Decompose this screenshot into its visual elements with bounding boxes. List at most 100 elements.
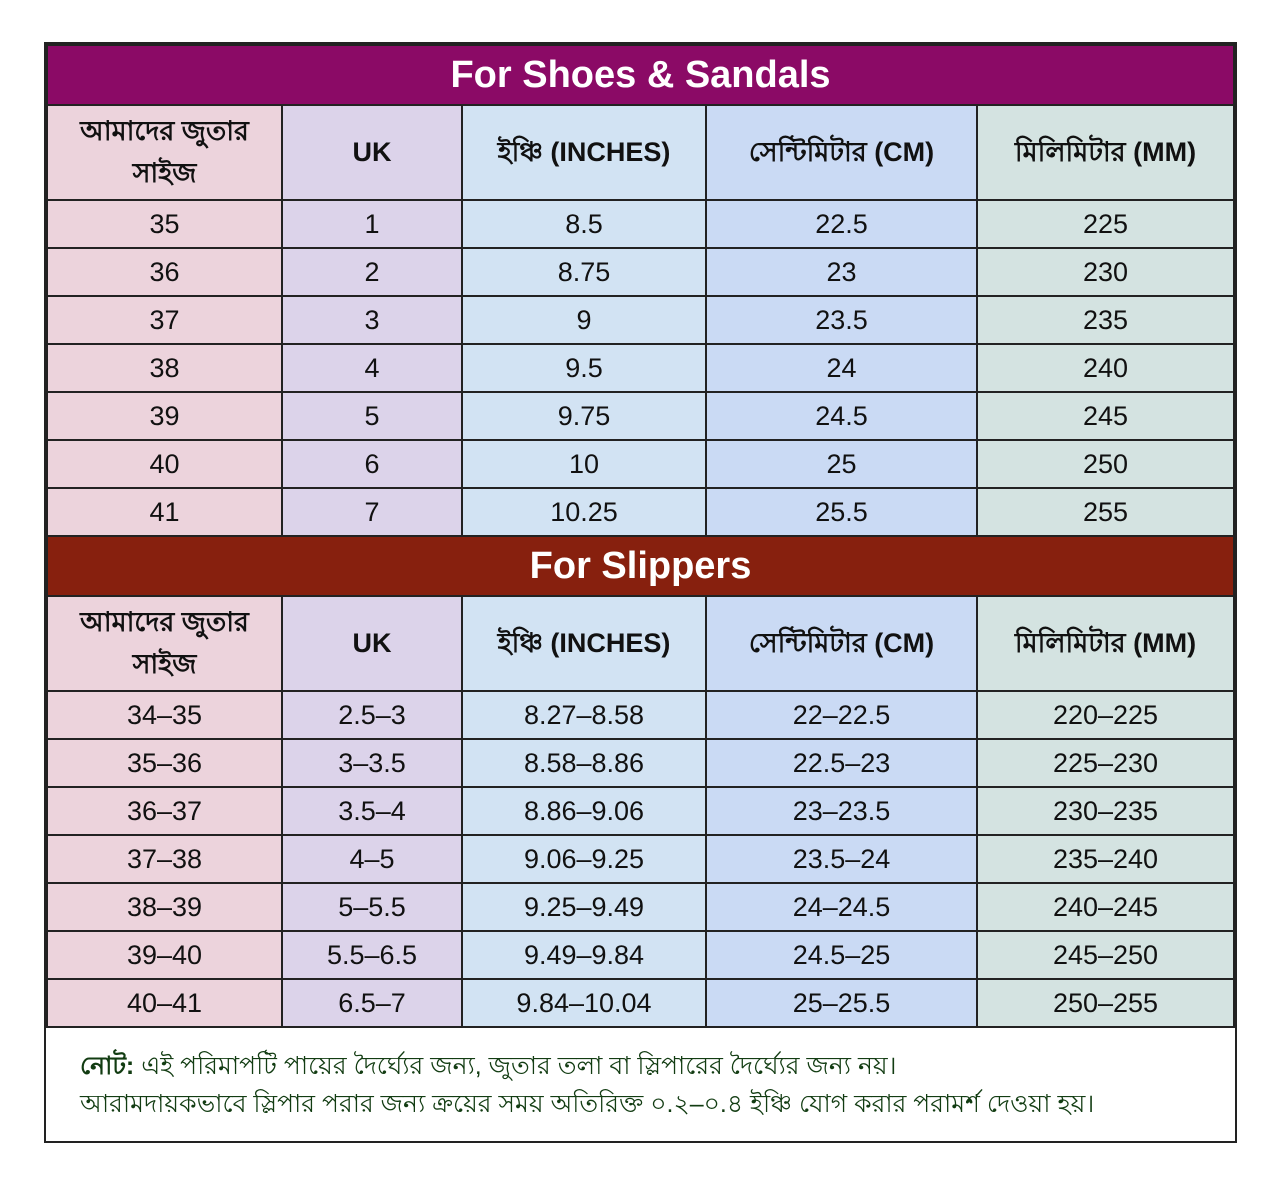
- table-cell: 2.5–3: [281, 690, 463, 740]
- table-cell: 10.25: [461, 487, 707, 537]
- shoes-title: For Shoes & Sandals: [46, 44, 1235, 106]
- table-row: 38 4 9.5 24 240: [46, 343, 1235, 393]
- table-cell: 37: [46, 295, 283, 345]
- slippers-title: For Slippers: [46, 535, 1235, 597]
- table-cell: 9.06–9.25: [461, 834, 707, 884]
- table-cell: 8.27–8.58: [461, 690, 707, 740]
- table-cell: 36–37: [46, 786, 283, 836]
- table-cell: 5–5.5: [281, 882, 463, 932]
- table-cell: 245: [976, 391, 1235, 441]
- table-cell: 25.5: [705, 487, 978, 537]
- table-cell: 36: [46, 247, 283, 297]
- table-cell: 240–245: [976, 882, 1235, 932]
- table-cell: 9: [461, 295, 707, 345]
- table-cell: 6.5–7: [281, 978, 463, 1028]
- table-cell: 2: [281, 247, 463, 297]
- table-cell: 9.75: [461, 391, 707, 441]
- table-cell: 9.5: [461, 343, 707, 393]
- table-cell: 38: [46, 343, 283, 393]
- table-cell: 23.5–24: [705, 834, 978, 884]
- column-header: সেন্টিমিটার (CM): [705, 104, 978, 201]
- table-cell: 9.25–9.49: [461, 882, 707, 932]
- table-cell: 9.49–9.84: [461, 930, 707, 980]
- column-header: ইঞ্চি (INCHES): [461, 104, 707, 201]
- column-header: আমাদের জুতার সাইজ: [46, 595, 283, 692]
- table-cell: 8.75: [461, 247, 707, 297]
- size-table: For Shoes & Sandals আমাদের জুতার সাইজ UK ইঞ…: [46, 44, 1235, 1028]
- table-row: 41 7 10.25 25.5 255: [46, 487, 1235, 537]
- size-chart: For Shoes & Sandals আমাদের জুতার সাইজ UK ইঞ…: [44, 42, 1237, 1143]
- table-cell: 35: [46, 199, 283, 249]
- table-cell: 23.5: [705, 295, 978, 345]
- table-cell: 4–5: [281, 834, 463, 884]
- table-cell: 24.5–25: [705, 930, 978, 980]
- table-row: 40 6 10 25 250: [46, 439, 1235, 489]
- note: নোট: এই পরিমাপটি পায়ের দৈর্ঘ্যের জন্য, …: [46, 1028, 1235, 1141]
- table-cell: 4: [281, 343, 463, 393]
- table-cell: 25: [705, 439, 978, 489]
- column-header: UK: [281, 104, 463, 201]
- table-cell: 245–250: [976, 930, 1235, 980]
- table-cell: 240: [976, 343, 1235, 393]
- table-cell: 40: [46, 439, 283, 489]
- table-cell: 24.5: [705, 391, 978, 441]
- note-line-1: এই পরিমাপটি পায়ের দৈর্ঘ্যের জন্য, জুতার…: [134, 1052, 897, 1080]
- table-cell: 22.5–23: [705, 738, 978, 788]
- table-cell: 8.5: [461, 199, 707, 249]
- note-label: নোট:: [80, 1052, 135, 1080]
- table-cell: 38–39: [46, 882, 283, 932]
- column-header: UK: [281, 595, 463, 692]
- column-header: সেন্টিমিটার (CM): [705, 595, 978, 692]
- table-cell: 230–235: [976, 786, 1235, 836]
- header-row: আমাদের জুতার সাইজ UK ইঞ্চি (INCHES) সেন্টিম…: [46, 104, 1235, 201]
- table-cell: 41: [46, 487, 283, 537]
- table-row: 39 5 9.75 24.5 245: [46, 391, 1235, 441]
- column-header: মিলিমিটার (MM): [976, 595, 1235, 692]
- table-row: 40–41 6.5–7 9.84–10.04 25–25.5 250–255: [46, 978, 1235, 1028]
- table-cell: 250–255: [976, 978, 1235, 1028]
- table-row: 35–36 3–3.5 8.58–8.86 22.5–23 225–230: [46, 738, 1235, 788]
- table-cell: 22.5: [705, 199, 978, 249]
- table-cell: 225: [976, 199, 1235, 249]
- table-cell: 3–3.5: [281, 738, 463, 788]
- table-row: 36–37 3.5–4 8.86–9.06 23–23.5 230–235: [46, 786, 1235, 836]
- table-cell: 34–35: [46, 690, 283, 740]
- table-row: 39–40 5.5–6.5 9.49–9.84 24.5–25 245–250: [46, 930, 1235, 980]
- table-cell: 23–23.5: [705, 786, 978, 836]
- table-row: 38–39 5–5.5 9.25–9.49 24–24.5 240–245: [46, 882, 1235, 932]
- table-cell: 220–225: [976, 690, 1235, 740]
- table-cell: 225–230: [976, 738, 1235, 788]
- table-cell: 22–22.5: [705, 690, 978, 740]
- table-cell: 35–36: [46, 738, 283, 788]
- table-row: 37–38 4–5 9.06–9.25 23.5–24 235–240: [46, 834, 1235, 884]
- table-row: 37 3 9 23.5 235: [46, 295, 1235, 345]
- table-cell: 255: [976, 487, 1235, 537]
- table-row: 36 2 8.75 23 230: [46, 247, 1235, 297]
- table-cell: 40–41: [46, 978, 283, 1028]
- table-cell: 7: [281, 487, 463, 537]
- table-cell: 235: [976, 295, 1235, 345]
- column-header: আমাদের জুতার সাইজ: [46, 104, 283, 201]
- table-cell: 250: [976, 439, 1235, 489]
- table-row: 34–35 2.5–3 8.27–8.58 22–22.5 220–225: [46, 690, 1235, 740]
- table-cell: 39–40: [46, 930, 283, 980]
- table-cell: 230: [976, 247, 1235, 297]
- table-cell: 8.58–8.86: [461, 738, 707, 788]
- table-cell: 3: [281, 295, 463, 345]
- table-cell: 235–240: [976, 834, 1235, 884]
- table-cell: 24–24.5: [705, 882, 978, 932]
- header-row: আমাদের জুতার সাইজ UK ইঞ্চি (INCHES) সেন্টিম…: [46, 595, 1235, 692]
- table-cell: 1: [281, 199, 463, 249]
- table-cell: 5: [281, 391, 463, 441]
- table-cell: 3.5–4: [281, 786, 463, 836]
- table-cell: 9.84–10.04: [461, 978, 707, 1028]
- table-cell: 39: [46, 391, 283, 441]
- table-cell: 25–25.5: [705, 978, 978, 1028]
- column-header: মিলিমিটার (MM): [976, 104, 1235, 201]
- table-row: 35 1 8.5 22.5 225: [46, 199, 1235, 249]
- table-cell: 8.86–9.06: [461, 786, 707, 836]
- table-cell: 5.5–6.5: [281, 930, 463, 980]
- table-cell: 24: [705, 343, 978, 393]
- table-cell: 23: [705, 247, 978, 297]
- table-cell: 6: [281, 439, 463, 489]
